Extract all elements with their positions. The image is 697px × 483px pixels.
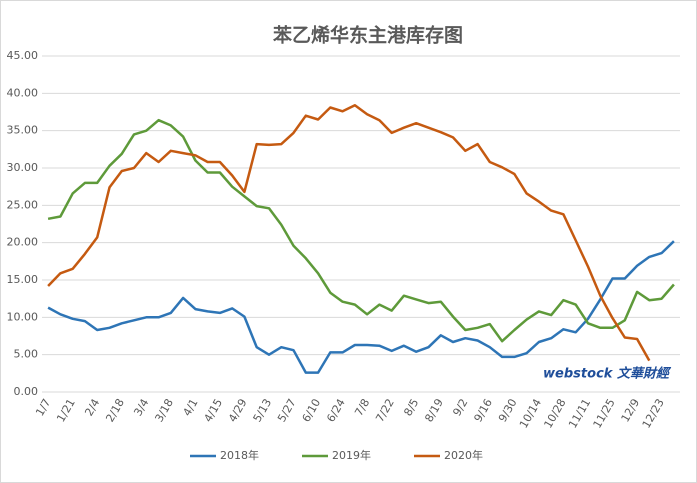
y-tick-label: 5.00 (14, 348, 39, 361)
y-tick-label: 25.00 (7, 198, 39, 211)
series-line (47, 118, 675, 343)
watermark: webstock 文華財經 (543, 366, 672, 382)
y-tick-label: 40.00 (7, 86, 39, 99)
y-tick-label: 35.00 (7, 124, 39, 137)
y-tick-label: 30.00 (7, 161, 39, 174)
legend-label: 2018年 (220, 448, 259, 462)
chart-title: 苯乙烯华东主港库存图 (272, 24, 463, 47)
y-tick-label: 15.00 (7, 273, 39, 286)
y-tick-label: 20.00 (7, 236, 39, 249)
y-tick-label: 10.00 (7, 310, 39, 323)
legend-label: 2020年 (444, 448, 483, 462)
series-line (47, 240, 675, 374)
series-line (47, 104, 651, 362)
legend-label: 2019年 (332, 448, 371, 462)
y-tick-label: 0.00 (14, 385, 39, 398)
y-tick-label: 45.00 (7, 49, 39, 62)
